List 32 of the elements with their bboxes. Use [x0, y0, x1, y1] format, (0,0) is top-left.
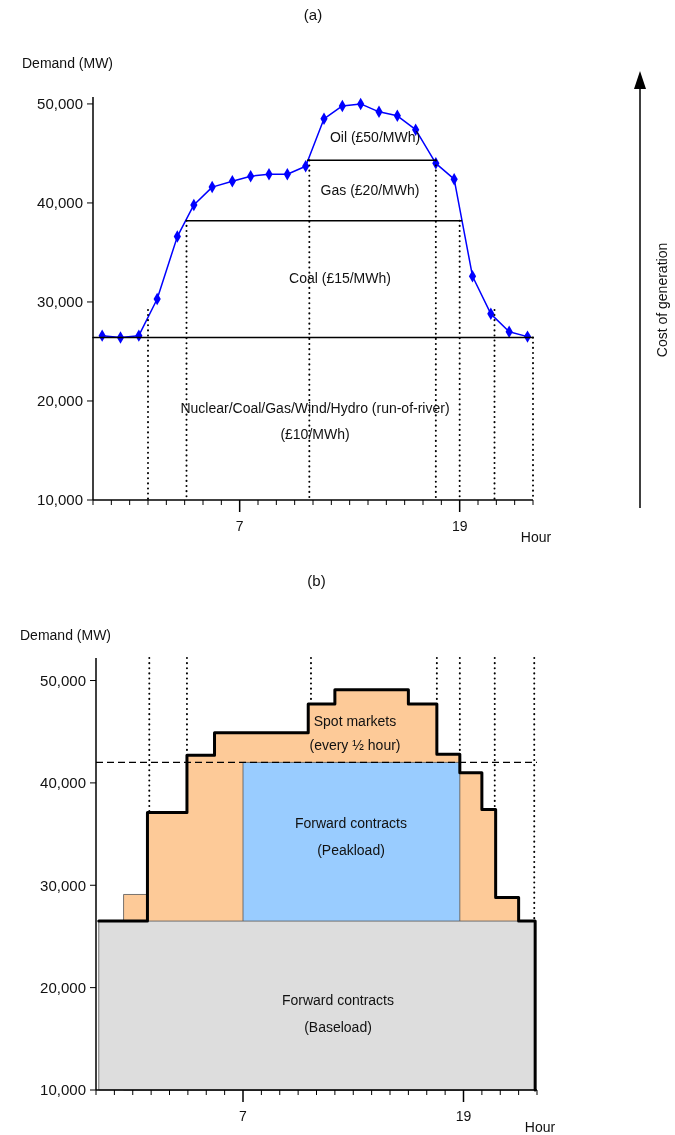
annotation: (every ½ hour) [309, 736, 401, 753]
chart-title: (b) [307, 572, 326, 589]
annotation: Gas (£20/MWh) [320, 181, 420, 198]
y-tick-label: 20,000 [37, 392, 83, 410]
y-tick-label: 30,000 [40, 876, 86, 894]
annotation: Spot markets [313, 712, 397, 729]
annotation: Coal (£15/MWh) [289, 269, 391, 286]
annotation: Forward contracts [294, 814, 408, 831]
y-axis-title: Demand (MW) [20, 627, 112, 643]
annotation: (Baseload) [304, 1018, 372, 1035]
x-axis-title: Hour [524, 1119, 556, 1135]
y-tick-label: 10,000 [40, 1081, 86, 1099]
annotation: Oil (£50/MWh) [329, 128, 421, 145]
text: Cost of generation [654, 242, 670, 358]
x-tick-label: 7 [239, 1108, 248, 1124]
y-tick-label: 20,000 [40, 978, 86, 996]
y-tick-label: 10,000 [37, 491, 83, 509]
annotation: Nuclear/Coal/Gas/Wind/Hydro (run-of-river) [180, 399, 450, 416]
x-tick-label: 7 [235, 518, 244, 534]
annotation: Forward contracts [281, 991, 395, 1008]
y-axis-title: Demand (MW) [22, 55, 114, 71]
chart-title: (a) [303, 6, 323, 23]
annotation: (£10/MWh) [280, 425, 350, 442]
x-axis-title: Hour [520, 529, 552, 545]
y-tick-label: 40,000 [40, 774, 86, 792]
y-tick-label: 30,000 [37, 293, 83, 311]
y-tick-label: 50,000 [40, 671, 86, 689]
x-tick-label: 19 [455, 1108, 472, 1124]
y-tick-label: 40,000 [37, 194, 83, 212]
x-tick-label: 19 [451, 518, 468, 534]
annotation: (Peakload) [317, 841, 385, 858]
y-tick-label: 50,000 [37, 95, 83, 113]
